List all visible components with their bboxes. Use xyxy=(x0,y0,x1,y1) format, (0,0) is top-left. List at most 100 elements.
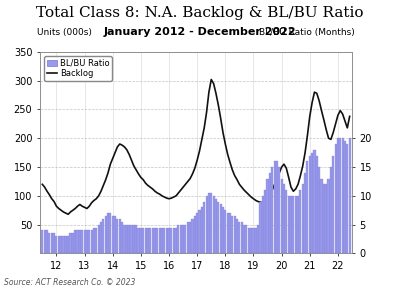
Bar xyxy=(215,199,217,253)
Bar xyxy=(180,225,182,253)
Bar xyxy=(182,225,184,253)
Bar xyxy=(292,196,294,253)
Bar xyxy=(302,184,304,253)
Bar xyxy=(51,233,53,253)
Bar xyxy=(62,236,64,253)
Bar xyxy=(295,196,297,253)
Bar xyxy=(304,173,306,253)
Bar xyxy=(95,228,97,253)
Bar xyxy=(231,216,234,253)
Bar xyxy=(257,225,259,253)
Bar xyxy=(328,179,330,253)
Bar xyxy=(227,213,229,253)
Bar xyxy=(252,228,254,253)
Bar xyxy=(192,219,194,253)
Bar xyxy=(109,213,112,253)
Bar xyxy=(123,225,126,253)
Bar xyxy=(306,161,308,253)
Bar xyxy=(128,225,130,253)
Bar xyxy=(320,179,322,253)
Bar xyxy=(161,228,163,253)
Bar xyxy=(55,236,58,253)
Bar xyxy=(342,138,344,253)
Bar xyxy=(229,213,231,253)
Bar xyxy=(220,204,222,253)
Bar xyxy=(86,230,88,253)
Bar xyxy=(138,228,140,253)
Bar xyxy=(44,230,46,253)
Bar xyxy=(187,222,189,253)
Bar xyxy=(318,167,320,253)
Bar xyxy=(140,228,142,253)
Bar xyxy=(208,193,210,253)
Bar xyxy=(130,225,132,253)
Bar xyxy=(269,173,271,253)
Bar xyxy=(314,150,316,253)
Bar xyxy=(330,167,332,253)
Bar xyxy=(147,228,149,253)
Bar xyxy=(334,144,337,253)
Bar xyxy=(135,225,137,253)
Bar xyxy=(116,219,118,253)
Bar xyxy=(283,184,285,253)
Bar xyxy=(339,138,341,253)
Bar xyxy=(264,190,266,253)
Bar xyxy=(325,184,327,253)
Bar xyxy=(332,156,334,253)
Bar xyxy=(70,233,72,253)
Bar xyxy=(194,216,196,253)
Bar xyxy=(98,225,100,253)
Bar xyxy=(245,225,248,253)
Bar xyxy=(260,202,262,253)
Text: Source: ACT Research Co. © 2023: Source: ACT Research Co. © 2023 xyxy=(4,278,135,287)
Bar xyxy=(142,228,144,253)
Bar xyxy=(198,210,200,253)
Text: Units (000s): Units (000s) xyxy=(37,28,92,37)
Bar xyxy=(126,225,128,253)
Bar xyxy=(175,228,177,253)
Bar xyxy=(299,190,302,253)
Bar xyxy=(100,222,102,253)
Bar xyxy=(323,184,325,253)
Bar xyxy=(121,222,123,253)
Bar xyxy=(262,196,264,253)
Bar xyxy=(76,230,78,253)
Bar xyxy=(316,156,318,253)
Bar xyxy=(346,144,348,253)
Bar xyxy=(280,179,283,253)
Bar xyxy=(201,207,203,253)
Bar xyxy=(105,216,107,253)
Bar xyxy=(290,196,292,253)
Bar xyxy=(224,210,226,253)
Bar xyxy=(88,230,90,253)
Bar xyxy=(173,228,175,253)
Bar xyxy=(72,233,74,253)
Bar xyxy=(144,228,147,253)
Bar xyxy=(79,230,81,253)
Bar xyxy=(114,216,116,253)
Bar xyxy=(60,236,62,253)
Bar xyxy=(243,225,245,253)
Bar xyxy=(119,219,121,253)
Bar xyxy=(238,222,240,253)
Bar xyxy=(337,138,339,253)
Bar xyxy=(112,216,114,253)
Bar xyxy=(255,228,257,253)
Bar xyxy=(156,228,158,253)
Bar xyxy=(90,230,93,253)
Bar xyxy=(285,190,287,253)
Bar xyxy=(210,193,212,253)
Bar xyxy=(84,230,86,253)
Bar xyxy=(154,228,156,253)
Bar xyxy=(74,230,76,253)
Legend: BL/BU Ratio, Backlog: BL/BU Ratio, Backlog xyxy=(44,56,112,81)
Bar xyxy=(297,196,299,253)
Bar xyxy=(222,207,224,253)
Bar xyxy=(158,228,161,253)
Bar xyxy=(166,228,168,253)
Text: January 2012 - December 2022: January 2012 - December 2022 xyxy=(104,27,296,37)
Bar xyxy=(48,233,50,253)
Bar xyxy=(348,138,351,253)
Bar xyxy=(67,236,69,253)
Bar xyxy=(152,228,154,253)
